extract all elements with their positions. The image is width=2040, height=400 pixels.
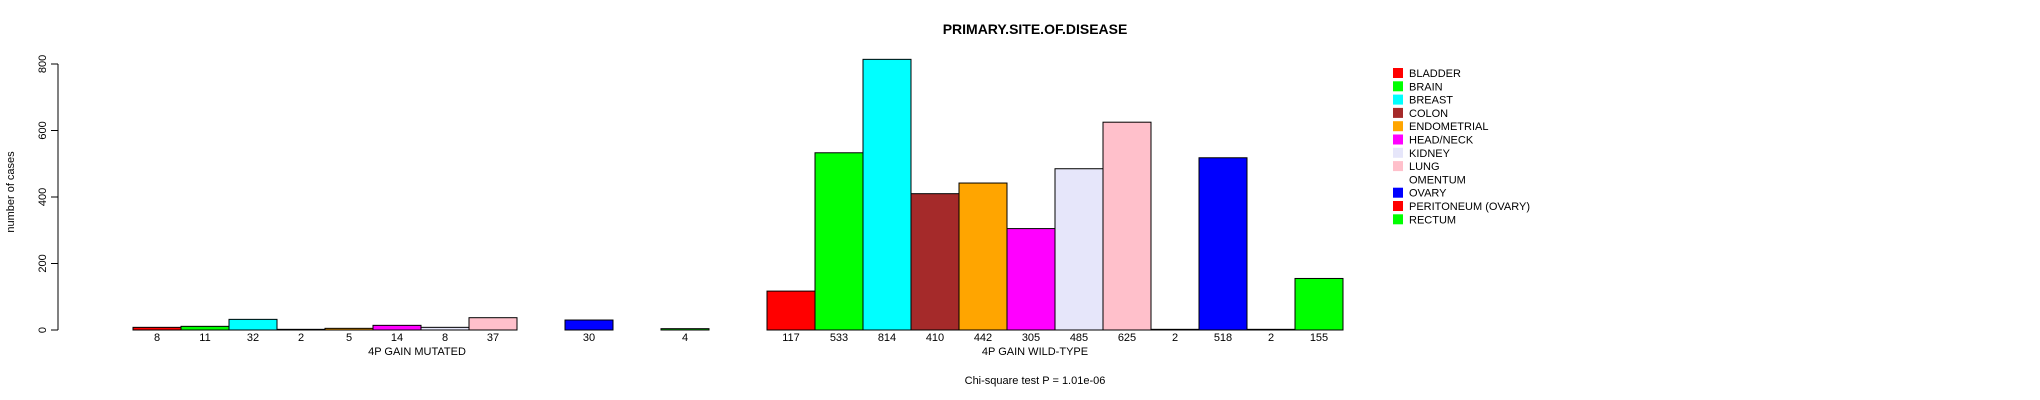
y-tick-label: 600 <box>37 121 49 139</box>
legend-label: ENDOMETRIAL <box>1409 121 1488 133</box>
legend-label: OVARY <box>1409 188 1447 200</box>
bar-lung <box>468 317 518 331</box>
legend-label: BLADDER <box>1409 68 1461 80</box>
legend-label: COLON <box>1409 108 1448 120</box>
bar-value-label: 8 <box>154 332 160 344</box>
legend-label: KIDNEY <box>1409 148 1451 160</box>
bar-breast <box>862 58 912 331</box>
bar-omentum <box>1150 328 1200 331</box>
bar-group-1: 117 533 814 410 442 305 485 625 2 518 2 155 <box>766 58 1344 344</box>
bar-value-label: 4 <box>682 332 688 344</box>
legend-label: RECTUM <box>1409 214 1456 226</box>
legend-swatch <box>1393 94 1403 105</box>
y-tick-label: 0 <box>37 327 49 333</box>
bar-colon <box>910 193 960 331</box>
legend-label: HEAD/NECK <box>1409 135 1474 147</box>
bar-lung <box>1102 121 1152 331</box>
legend-label: BREAST <box>1409 95 1453 107</box>
legend-label: PERITONEUM (OVARY) <box>1409 201 1530 213</box>
bar-value-label: 8 <box>442 332 448 344</box>
bar-value-label: 14 <box>391 332 403 344</box>
legend-label: OMENTUM <box>1409 174 1466 186</box>
bar-value-label: 30 <box>583 332 595 344</box>
bar-rectum <box>660 328 710 331</box>
bar-brain <box>814 152 864 331</box>
legend-swatch <box>1393 107 1403 118</box>
bar-breast <box>228 318 278 331</box>
bar-value-label: 305 <box>1022 332 1040 344</box>
bar-value-label: 117 <box>782 332 800 344</box>
bar-brain <box>180 325 230 331</box>
bar-head-neck <box>372 324 422 331</box>
group-label-wildtype: 4P GAIN WILD-TYPE <box>982 346 1088 358</box>
legend-label: BRAIN <box>1409 81 1443 93</box>
legend-label: LUNG <box>1409 161 1440 173</box>
bar-value-label: 518 <box>1214 332 1232 344</box>
bar-value-label: 32 <box>247 332 259 344</box>
y-axis-label: number of cases <box>5 151 17 233</box>
bar-value-label: 442 <box>974 332 992 344</box>
y-axis: 0 200 400 600 800 <box>37 55 59 333</box>
bar-endometrial <box>324 327 374 331</box>
bar-value-label: 410 <box>926 332 944 344</box>
bar-value-label: 11 <box>199 332 210 344</box>
chi-square-footer: Chi-square test P = 1.01e-06 <box>965 375 1106 387</box>
bar-ovary <box>564 319 614 331</box>
y-tick-label: 400 <box>37 188 49 206</box>
bar-value-label: 37 <box>487 332 499 344</box>
legend-swatch <box>1393 214 1403 225</box>
bar-value-label: 2 <box>1268 332 1274 344</box>
bar-value-label: 2 <box>1172 332 1178 344</box>
bar-value-label: 155 <box>1310 332 1328 344</box>
bar-rectum <box>1294 277 1344 331</box>
bar-peritoneum-ovary- <box>1246 328 1296 331</box>
y-tick-label: 200 <box>37 254 49 272</box>
legend-swatch <box>1393 161 1403 172</box>
bar-colon <box>276 328 326 331</box>
chart-title: PRIMARY.SITE.OF.DISEASE <box>943 21 1128 37</box>
group-label-mutated: 4P GAIN MUTATED <box>368 346 466 358</box>
bar-value-label: 485 <box>1070 332 1088 344</box>
bar-value-label: 533 <box>830 332 848 344</box>
bar-ovary <box>1198 157 1248 331</box>
legend-swatch <box>1393 174 1403 185</box>
bar-head-neck <box>1006 228 1056 331</box>
bar-endometrial <box>958 182 1008 331</box>
bar-value-label: 2 <box>298 332 304 344</box>
legend-swatch <box>1393 121 1403 132</box>
legend-swatch <box>1393 187 1403 198</box>
legend-swatch <box>1393 81 1403 92</box>
bar-group-0: 8 11 32 2 5 14 8 37 30 4 <box>132 317 710 344</box>
bar-value-label: 625 <box>1118 332 1136 344</box>
bar-kidney <box>1054 168 1104 331</box>
bar-kidney <box>420 326 470 331</box>
bar-value-label: 814 <box>878 332 896 344</box>
bar-value-label: 5 <box>346 332 352 344</box>
legend-swatch <box>1393 147 1403 158</box>
y-tick-label: 800 <box>37 55 49 73</box>
legend-swatch <box>1393 134 1403 145</box>
bars: 8 11 32 2 5 14 8 37 30 4 117 533 814 410 442 305 485 625 2… <box>132 58 1344 344</box>
legend-swatch <box>1393 68 1403 78</box>
legend-swatch <box>1393 201 1403 211</box>
bar-bladder <box>766 290 816 331</box>
bar-bladder <box>132 326 182 331</box>
